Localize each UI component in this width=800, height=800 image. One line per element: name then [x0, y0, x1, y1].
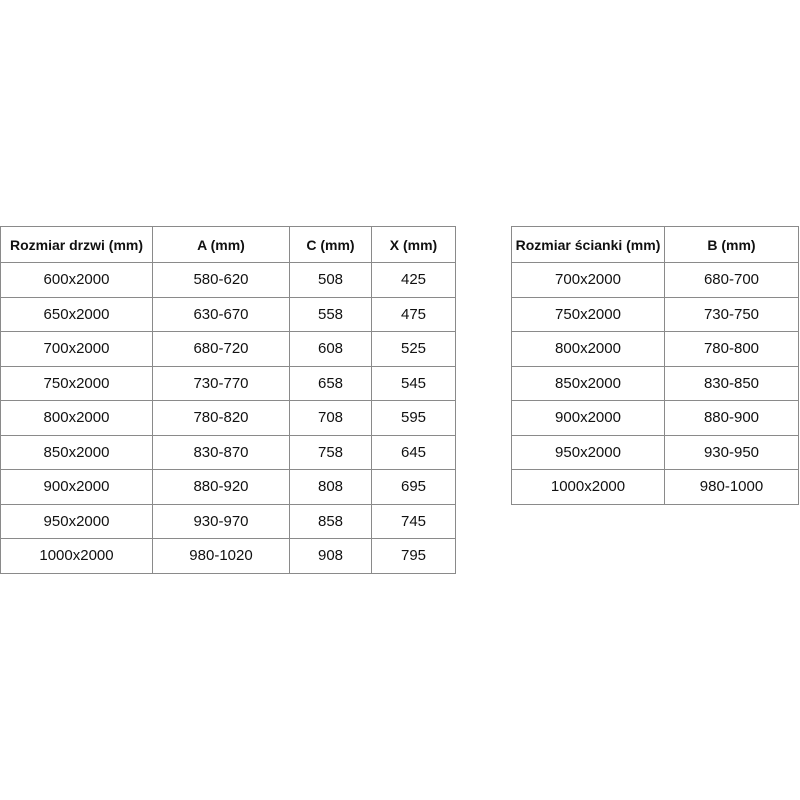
table-cell: 900x2000: [0, 469, 153, 505]
table-row: 950x2000 930-950: [511, 434, 799, 470]
table-cell: 700x2000: [0, 331, 153, 367]
table-cell: 650x2000: [0, 296, 153, 332]
table-cell: 558: [289, 296, 372, 332]
table-cell: 508: [289, 262, 372, 298]
table-row: 600x2000 580-620 508 425: [0, 262, 456, 298]
table-cell: 595: [371, 400, 456, 436]
table-row: 900x2000 880-920 808 695: [0, 469, 456, 505]
table-cell: 750x2000: [0, 365, 153, 401]
table-cell: 680-700: [664, 262, 799, 298]
column-header: B (mm): [664, 226, 799, 263]
table-cell: 830-870: [152, 434, 290, 470]
table-cell: 525: [371, 331, 456, 367]
column-header: Rozmiar ścianki (mm): [511, 226, 665, 263]
table-cell: 700x2000: [511, 262, 665, 298]
table-cell: 880-900: [664, 400, 799, 436]
table-cell: 730-750: [664, 296, 799, 332]
door-size-table: Rozmiar drzwi (mm) A (mm) C (mm) X (mm) 600…: [0, 226, 456, 574]
table-cell: 950x2000: [0, 503, 153, 539]
column-header: A (mm): [152, 226, 290, 263]
table-row: 750x2000 730-750: [511, 296, 799, 332]
table-cell: 795: [371, 538, 456, 574]
table-cell: 600x2000: [0, 262, 153, 298]
table-cell: 758: [289, 434, 372, 470]
table-row: 800x2000 780-820 708 595: [0, 400, 456, 436]
table-cell: 680-720: [152, 331, 290, 367]
table-row: 900x2000 880-900: [511, 400, 799, 436]
table-cell: 695: [371, 469, 456, 505]
table-cell: 545: [371, 365, 456, 401]
table-cell: 930-970: [152, 503, 290, 539]
table-cell: 830-850: [664, 365, 799, 401]
table-cell: 745: [371, 503, 456, 539]
column-header: Rozmiar drzwi (mm): [0, 226, 153, 263]
table-row: 850x2000 830-850: [511, 365, 799, 401]
table-header-row: Rozmiar ścianki (mm) B (mm): [511, 226, 799, 263]
table-header-row: Rozmiar drzwi (mm) A (mm) C (mm) X (mm): [0, 226, 456, 263]
table-cell: 645: [371, 434, 456, 470]
table-cell: 608: [289, 331, 372, 367]
table-cell: 908: [289, 538, 372, 574]
table-cell: 880-920: [152, 469, 290, 505]
table-cell: 780-800: [664, 331, 799, 367]
table-row: 850x2000 830-870 758 645: [0, 434, 456, 470]
table-cell: 850x2000: [511, 365, 665, 401]
table-row: 750x2000 730-770 658 545: [0, 365, 456, 401]
table-cell: 808: [289, 469, 372, 505]
table-row: 700x2000 680-720 608 525: [0, 331, 456, 367]
table-cell: 750x2000: [511, 296, 665, 332]
table-cell: 780-820: [152, 400, 290, 436]
table-cell: 1000x2000: [511, 469, 665, 505]
table-cell: 980-1020: [152, 538, 290, 574]
table-row: 950x2000 930-970 858 745: [0, 503, 456, 539]
table-cell: 858: [289, 503, 372, 539]
table-row: 650x2000 630-670 558 475: [0, 296, 456, 332]
table-cell: 425: [371, 262, 456, 298]
table-cell: 630-670: [152, 296, 290, 332]
wall-size-table: Rozmiar ścianki (mm) B (mm) 700x2000 680-7…: [511, 226, 799, 505]
table-cell: 850x2000: [0, 434, 153, 470]
table-cell: 800x2000: [0, 400, 153, 436]
table-cell: 1000x2000: [0, 538, 153, 574]
column-header: X (mm): [371, 226, 456, 263]
table-row: 800x2000 780-800: [511, 331, 799, 367]
table-cell: 900x2000: [511, 400, 665, 436]
table-cell: 730-770: [152, 365, 290, 401]
column-header: C (mm): [289, 226, 372, 263]
table-cell: 800x2000: [511, 331, 665, 367]
table-cell: 980-1000: [664, 469, 799, 505]
table-cell: 708: [289, 400, 372, 436]
table-cell: 930-950: [664, 434, 799, 470]
table-cell: 580-620: [152, 262, 290, 298]
table-row: 1000x2000 980-1000: [511, 469, 799, 505]
table-cell: 475: [371, 296, 456, 332]
table-row: 1000x2000 980-1020 908 795: [0, 538, 456, 574]
table-cell: 950x2000: [511, 434, 665, 470]
table-cell: 658: [289, 365, 372, 401]
table-row: 700x2000 680-700: [511, 262, 799, 298]
